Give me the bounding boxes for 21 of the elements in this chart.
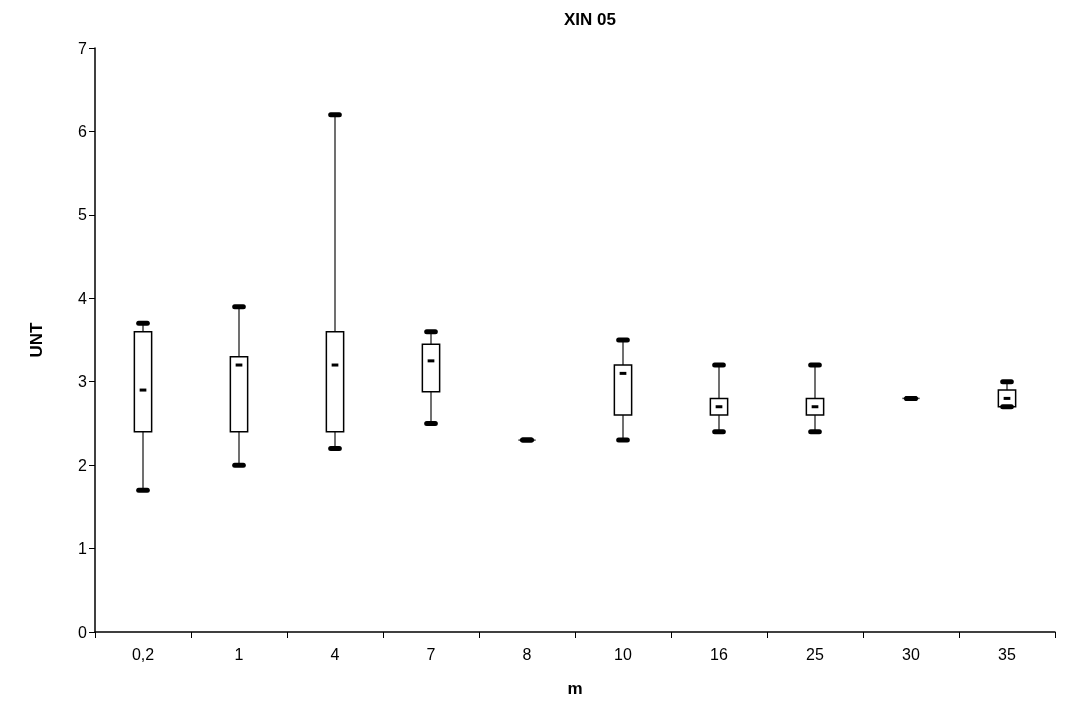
x-tick-label: 16 <box>710 645 728 663</box>
y-tick-label: 3 <box>78 373 88 391</box>
x-tick-label: 10 <box>614 645 632 663</box>
y-tick-label: 7 <box>78 39 88 57</box>
y-tick-label: 6 <box>78 122 88 140</box>
x-tick-label: 7 <box>426 645 436 663</box>
x-tick-label: 25 <box>806 645 824 663</box>
x-tick-label: 1 <box>234 645 244 663</box>
y-tick-label: 0 <box>78 623 88 641</box>
x-tick-label: 4 <box>330 645 340 663</box>
x-tick-label: 30 <box>902 645 920 663</box>
y-tick-label: 1 <box>78 540 88 558</box>
y-tick-label: 2 <box>78 456 88 474</box>
y-tick-label: 4 <box>78 289 88 307</box>
y-tick-label: 5 <box>78 206 88 224</box>
x-tick-label: 35 <box>998 645 1016 663</box>
x-axis-title: m <box>567 679 583 698</box>
y-axis-title: UNT <box>27 321 46 358</box>
chart-title: XIN 05 <box>564 10 616 29</box>
x-tick-label: 0,2 <box>131 645 155 663</box>
x-tick-label: 8 <box>522 645 532 663</box>
